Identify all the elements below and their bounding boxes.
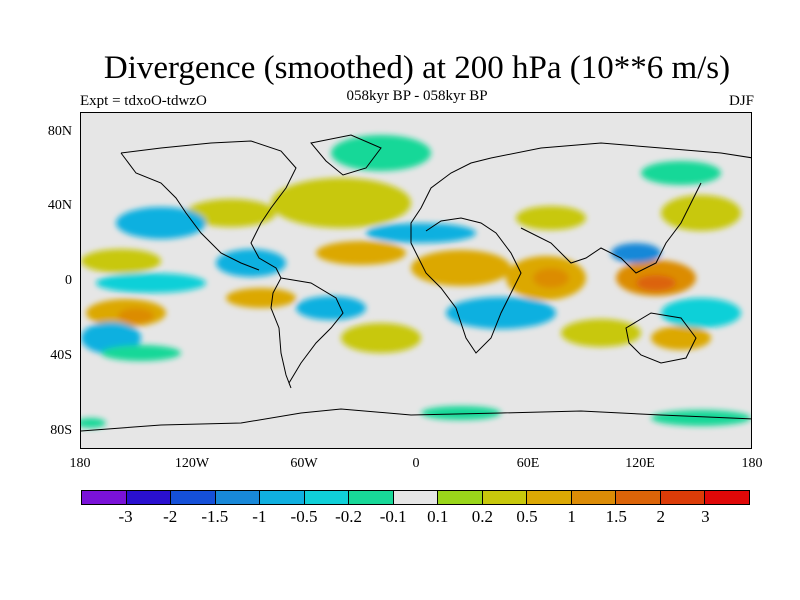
color-legend-label: 2: [656, 507, 666, 526]
color-swatch: [660, 491, 706, 504]
experiment-label: Expt = tdxoO-tdwzO: [80, 93, 207, 109]
color-swatch: [527, 491, 572, 504]
color-legend-label: -3: [118, 507, 133, 526]
color-legend-label: 1.5: [605, 507, 627, 526]
plot-subtitle: 058kyr BP - 058kyr BP: [346, 88, 488, 104]
color-swatch: [616, 491, 661, 504]
color-legend-label: 0.2: [471, 507, 494, 526]
color-legend-label: -1: [252, 507, 267, 526]
x-tick-0: 0: [412, 456, 420, 471]
x-tick-180-west: 180: [69, 456, 91, 471]
x-tick-60e: 60E: [516, 456, 540, 471]
color-legend-label: 0.1: [427, 507, 449, 526]
season-label: DJF: [728, 93, 754, 109]
color-swatch: [482, 491, 528, 504]
x-tick-60w: 60W: [290, 456, 318, 471]
color-legend-label: -0.2: [335, 507, 363, 526]
x-tick-180-east: 180: [741, 456, 763, 471]
color-legend-label: 3: [701, 507, 710, 526]
color-swatch: [349, 491, 394, 504]
color-swatch: [304, 491, 350, 504]
y-tick-80s: 80S: [50, 423, 72, 438]
color-swatch: [571, 491, 617, 504]
color-swatch: [393, 491, 439, 504]
color-swatch: [82, 491, 127, 504]
color-swatch: [260, 491, 305, 504]
divergence-field: [81, 134, 751, 432]
color-legend-label: -0.1: [379, 507, 407, 526]
divergence-map: [80, 112, 752, 449]
y-tick-80n: 80N: [47, 124, 72, 139]
color-legend-label: -1.5: [201, 507, 229, 526]
color-legend-bar: [81, 490, 750, 505]
color-legend-label: 0.5: [516, 507, 538, 526]
color-legend-label: -2: [163, 507, 178, 526]
color-swatch: [126, 491, 172, 504]
color-swatch: [438, 491, 483, 504]
y-tick-40n: 40N: [47, 198, 72, 213]
y-tick-0: 0: [65, 273, 72, 288]
color-swatch: [215, 491, 261, 504]
color-legend-label: -0.5: [290, 507, 318, 526]
x-tick-120e: 120E: [625, 456, 655, 471]
color-swatch: [171, 491, 216, 504]
plot-title: Divergence (smoothed) at 200 hPa (10**6 …: [103, 50, 731, 86]
color-legend-label: 1: [567, 507, 576, 526]
color-swatch: [705, 491, 749, 504]
y-tick-40s: 40S: [50, 348, 72, 363]
coastlines: [81, 134, 751, 432]
field-blobs: [81, 135, 751, 428]
x-tick-120w: 120W: [174, 456, 210, 471]
